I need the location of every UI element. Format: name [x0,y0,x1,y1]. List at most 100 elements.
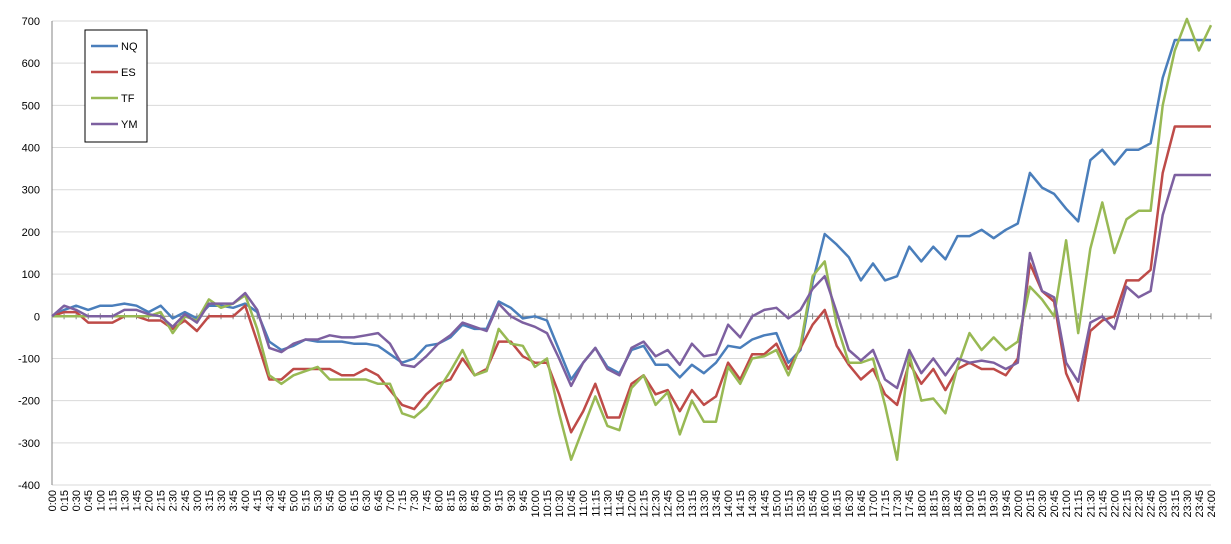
x-tick-label: 16:15 [832,490,844,518]
x-tick-label: 8:00 [433,490,445,511]
x-tick-label: 9:45 [518,490,530,511]
x-tick-label: 3:30 [216,490,228,511]
x-tick-label: 0:00 [47,490,59,511]
x-tick-label: 13:00 [675,490,687,518]
series-line [51,173,1211,390]
y-tick-label: 700 [22,16,40,28]
x-tick-label: 5:15 [301,490,313,511]
x-tick-label: 9:15 [494,490,506,511]
y-tick-label: 600 [22,58,40,70]
x-tick-label: 16:45 [856,490,868,518]
x-tick-label: 4:15 [252,490,264,511]
y-tick-label: 0 [34,311,40,323]
y-tick-label: -400 [18,480,40,492]
x-tick-label: 10:00 [530,490,542,518]
x-tick-label: 23:30 [1182,490,1194,518]
legend-label: NQ [121,41,138,53]
x-tick-label: 9:30 [506,490,518,511]
x-tick-label: 23:15 [1170,490,1182,518]
x-tick-label: 0:30 [71,490,83,511]
x-tick-label: 1:30 [119,490,131,511]
x-tick-label: 3:00 [192,490,204,511]
x-tick-label: 18:15 [928,490,940,518]
x-tick-label: 10:15 [542,490,554,518]
x-tick-label: 19:00 [965,490,977,518]
x-tick-label: 5:30 [313,490,325,511]
x-tick-label: 2:30 [168,490,180,511]
x-tick-label: 22:00 [1109,490,1121,518]
x-tick-label: 4:30 [264,490,276,511]
x-tick-label: 14:15 [735,490,747,518]
x-tick-label: 6:45 [373,490,385,511]
x-tick-label: 14:45 [759,490,771,518]
x-tick-label: 13:30 [699,490,711,518]
x-tick-label: 5:45 [325,490,337,511]
x-tick-label: 14:30 [747,490,759,518]
x-tick-label: 7:45 [421,490,433,511]
x-tick-label: 10:30 [554,490,566,518]
x-tick-label: 12:30 [651,490,663,518]
x-tick-label: 21:00 [1061,490,1073,518]
y-tick-label: -200 [18,396,40,408]
x-tick-label: 17:00 [868,490,880,518]
x-tick-label: 22:45 [1146,490,1158,518]
x-tick-label: 16:00 [820,490,832,518]
x-tick-label: 19:15 [977,490,989,518]
x-tick-label: 8:30 [457,490,469,511]
legend-label: ES [121,67,136,79]
x-tick-label: 2:15 [156,490,168,511]
x-tick-label: 10:45 [566,490,578,518]
y-tick-label: 300 [22,185,40,197]
x-tick-label: 8:15 [445,490,457,511]
x-tick-label: 1:15 [107,490,119,511]
x-tick-label: 0:45 [83,490,95,511]
y-tick-label: 500 [22,100,40,112]
x-tick-label: 2:45 [180,490,192,511]
x-tick-label: 11:00 [578,490,590,517]
x-tick-label: 14:00 [723,490,735,518]
x-tick-label: 12:45 [663,490,675,518]
x-tick-label: 5:00 [288,490,300,511]
x-tick-label: 11:30 [602,490,614,517]
x-tick-label: 9:00 [482,490,494,511]
x-tick-label: 19:45 [1001,490,1013,518]
x-tick-label: 22:15 [1121,490,1133,518]
x-tick-label: 18:30 [940,490,952,518]
x-tick-label: 23:45 [1194,490,1206,518]
x-tick-label: 13:45 [711,490,723,518]
x-tick-label: 23:00 [1158,490,1170,518]
x-tick-label: 11:15 [590,490,602,517]
x-tick-label: 0:15 [59,490,71,511]
x-tick-label: 6:15 [349,490,361,511]
series-line [52,17,1213,461]
x-tick-label: 15:15 [783,490,795,518]
x-tick-label: 7:00 [385,490,397,511]
x-tick-label: 6:00 [337,490,349,511]
x-tick-label: 4:45 [276,490,288,511]
x-tick-label: 1:00 [95,490,107,511]
x-tick-label: 21:30 [1085,490,1097,518]
x-tick-label: 2:00 [144,490,156,511]
x-tick-label: 15:30 [796,490,808,518]
x-tick-label: 22:30 [1134,490,1146,518]
x-tick-label: 6:30 [361,490,373,511]
y-tick-label: 200 [22,227,40,239]
x-tick-label: 17:15 [880,490,892,518]
x-tick-label: 7:30 [409,490,421,511]
x-tick-label: 15:00 [771,490,783,518]
x-tick-label: 20:15 [1025,490,1037,518]
x-tick-label: 20:30 [1037,490,1049,518]
x-tick-label: 24:00 [1206,490,1218,518]
x-tick-label: 12:15 [639,490,651,518]
x-tick-label: 3:15 [204,490,216,511]
x-tick-label: 13:15 [687,490,699,518]
legend-label: TF [121,93,135,105]
x-tick-label: 20:00 [1013,490,1025,518]
y-tick-label: 400 [22,143,40,155]
x-tick-label: 1:45 [132,490,144,511]
x-tick-label: 19:30 [989,490,1001,518]
x-tick-label: 17:30 [892,490,904,518]
x-tick-label: 11:45 [614,490,626,517]
x-tick-label: 15:45 [808,490,820,518]
